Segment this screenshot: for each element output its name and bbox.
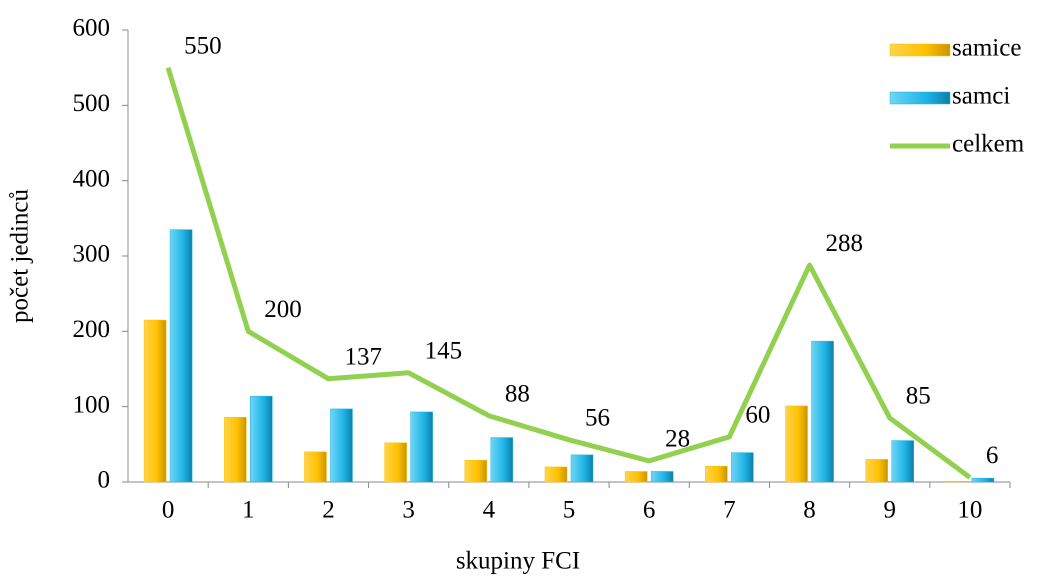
bar [865,459,888,483]
bar [169,229,193,483]
bar [464,459,488,483]
x-tick-label: 10 [957,497,982,524]
data-label: 6 [986,442,999,469]
bar [891,440,914,483]
line [165,66,972,480]
data-label: 56 [585,405,610,432]
data-label: 288 [826,230,864,257]
x-tick-label: 1 [242,497,255,524]
y-tick-label: 600 [73,15,111,42]
bar [544,466,568,483]
bar [224,416,247,483]
data-label: 60 [745,402,770,429]
bar [945,480,969,483]
x-tick-label: 8 [803,497,816,524]
bar [705,465,728,483]
y-tick-label: 200 [73,316,111,343]
y-tick-label: 300 [73,241,111,268]
y-tick-label: 0 [98,467,111,494]
x-tick-label: 9 [883,497,896,524]
legend-label: samice [952,35,1021,62]
bar [143,319,167,483]
x-tick-label: 5 [563,497,576,524]
legend-swatch [889,43,951,57]
bar [731,452,754,483]
bar [971,477,995,483]
x-axis-title: skupiny FCI [456,548,580,575]
bar [490,437,514,483]
bar [624,471,648,483]
data-label: 200 [264,296,302,323]
legend-label: samci [952,83,1010,110]
bar [785,405,808,483]
legend-label: celkem [952,131,1025,158]
bar [330,408,353,483]
y-tick-label: 100 [73,391,111,418]
x-tick-label: 6 [643,497,656,524]
y-tick-label: 500 [73,90,111,117]
bar [410,411,433,483]
x-tick-label: 2 [322,497,335,524]
bar [250,395,273,483]
bar [650,471,674,483]
y-tick-label: 400 [73,165,111,192]
bar [570,454,594,483]
y-axis-title: počet jedinců [7,189,34,323]
data-label: 145 [425,338,463,365]
data-label: 85 [906,383,931,410]
bar [304,451,327,483]
data-label: 88 [505,380,530,407]
bar [384,442,407,483]
x-tick-label: 4 [483,497,496,524]
x-tick-label: 3 [402,497,415,524]
legend-swatch [889,91,951,105]
x-tick-label: 7 [723,497,736,524]
x-tick-label: 0 [162,497,175,524]
data-label: 550 [184,32,222,59]
data-label: 28 [665,426,690,453]
data-label: 137 [344,344,382,371]
bar [811,340,834,483]
